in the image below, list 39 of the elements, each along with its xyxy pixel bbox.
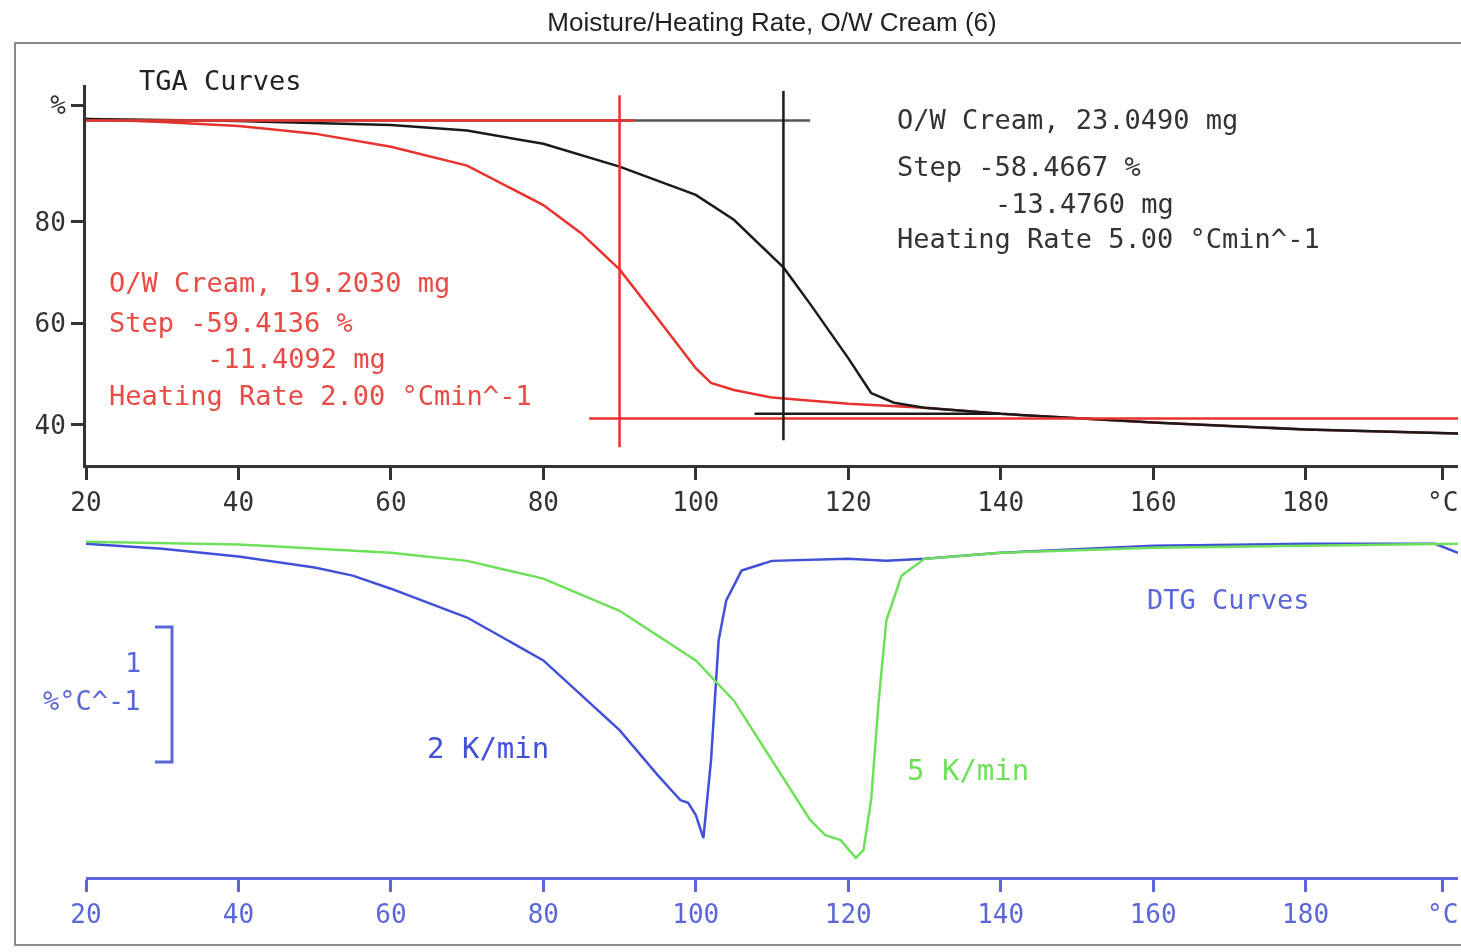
x-tick-label: 120 — [824, 487, 872, 518]
x-tick-label: 100 — [672, 487, 720, 518]
annotation: O/W Cream, 23.0490 mg — [897, 104, 1239, 135]
x-tick-label: °C — [1427, 487, 1459, 518]
x-tick-label: 160 — [1129, 899, 1177, 930]
annotation: -11.4092 mg — [207, 343, 386, 374]
y-tick-label: 40 — [34, 409, 66, 440]
series-label: 5 K/min — [907, 753, 1030, 787]
y-tick-label: 60 — [34, 308, 66, 339]
x-tick-label: °C — [1427, 899, 1459, 930]
x-tick-label: 60 — [375, 487, 407, 518]
x-tick-label: 80 — [527, 487, 559, 518]
x-tick-label: 60 — [375, 899, 407, 930]
x-tick-label: 140 — [977, 487, 1025, 518]
annotation: Step -59.4136 % — [109, 307, 353, 338]
x-tick-label: 180 — [1282, 899, 1330, 930]
annotation: O/W Cream, 19.2030 mg — [109, 267, 451, 298]
x-tick-label: 140 — [977, 899, 1025, 930]
annotation: Heating Rate 5.00 °Cmin^-1 — [897, 223, 1320, 254]
x-tick-label: 20 — [70, 899, 102, 930]
annotation: Heating Rate 2.00 °Cmin^-1 — [109, 380, 532, 411]
y-tick-label: 80 — [34, 206, 66, 237]
annotation: -13.4760 mg — [995, 188, 1174, 219]
chart-title: Moisture/Heating Rate, O/W Cream (6) — [547, 7, 997, 38]
y-tick-label: % — [50, 90, 67, 121]
x-tick-label: 40 — [222, 899, 255, 930]
x-tick-label: 120 — [824, 899, 872, 930]
x-tick-label: 80 — [527, 899, 559, 930]
annotation: %°C^-1 — [43, 685, 141, 716]
annotation: Step -58.4667 % — [897, 151, 1141, 182]
x-tick-label: 100 — [672, 899, 720, 930]
annotation: 1 — [125, 647, 142, 678]
x-tick-label: 180 — [1282, 487, 1330, 518]
annotation: TGA Curves — [139, 65, 302, 96]
x-tick-label: 160 — [1129, 487, 1177, 518]
x-tick-label: 40 — [222, 487, 255, 518]
x-tick-label: 20 — [70, 487, 102, 518]
series-label: 2 K/min — [427, 731, 550, 765]
annotation: DTG Curves — [1147, 584, 1310, 615]
